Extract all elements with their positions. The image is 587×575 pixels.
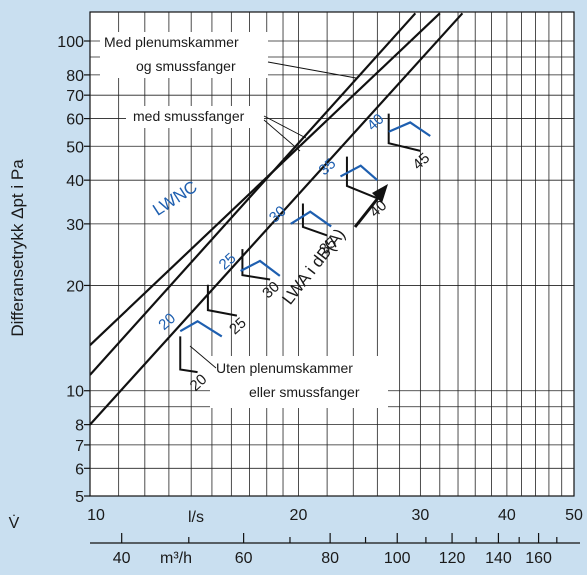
- x-tick-label: 30: [411, 507, 429, 524]
- y-tick-label: 100: [57, 34, 84, 51]
- y-tick-label: 40: [66, 173, 84, 190]
- y-tick-label: 20: [66, 278, 84, 295]
- leader-line: [263, 119, 301, 152]
- lwa-tick-mark: [241, 249, 271, 281]
- y-tick-label: 10: [66, 384, 84, 401]
- x-tick-label: 50: [565, 507, 583, 524]
- tick-layer: 5 6 7 8 10 20 30 40 50 60 70 80 100 10 20 30 40 50 40 60 80 1…: [57, 34, 583, 567]
- y-tick-label: 6: [75, 461, 84, 478]
- x2-tick-label: 160: [525, 550, 552, 567]
- y-axis-label: Differansetrykk Δpt i Pa: [8, 159, 27, 337]
- lwnc-tick-mark: [179, 319, 223, 338]
- label-plenum-line1: Med plenumskammer: [104, 34, 239, 50]
- lwnc-tick-mark: [339, 164, 379, 181]
- x2-tick-label: 100: [384, 550, 411, 567]
- series-line: [90, 12, 464, 426]
- x2-tick-label: 120: [439, 550, 466, 567]
- x-tick-label: 40: [498, 507, 516, 524]
- leader-line: [267, 61, 357, 79]
- lwa-tick-mark: [387, 113, 421, 152]
- x-tick-label: 20: [290, 507, 308, 524]
- y-tick-label: 8: [75, 418, 84, 435]
- lwa-arrow-shaft: [353, 192, 384, 228]
- lwnc-tick-mark: [240, 259, 281, 277]
- lwa-tick-mark: [301, 203, 328, 237]
- y-tick-label: 50: [66, 139, 84, 156]
- x2-tick-label: 80: [321, 550, 339, 567]
- lwa-tick-mark: [206, 284, 238, 317]
- series-line: [90, 12, 417, 376]
- lwnc-tick-mark: [388, 121, 431, 137]
- x-axis-label-secondary: m³/h: [160, 550, 192, 567]
- lwa-arrow-head: [372, 184, 388, 203]
- y-tick-label: 7: [75, 438, 84, 455]
- label-uten-line1: Uten plenumskammer: [216, 360, 353, 376]
- x-tick-label: 10: [87, 507, 105, 524]
- x-axis-symbol: V̇: [9, 514, 20, 532]
- x2-tick-label: 40: [113, 550, 131, 567]
- lwa-tick-mark: [345, 156, 378, 200]
- series-layer: [90, 12, 464, 426]
- label-box-plenum: [100, 32, 268, 78]
- grid-layer: [90, 12, 574, 496]
- label-uten-line2: eller smussfanger: [249, 384, 360, 400]
- y-tick-label: 80: [66, 68, 84, 85]
- x-axis-label-primary: l/s: [188, 509, 204, 526]
- y-tick-label: 5: [75, 489, 84, 506]
- y-tick-label: 60: [66, 112, 84, 129]
- plot-area: [89, 11, 575, 497]
- leader-line: [263, 115, 307, 139]
- x2-tick-label: 60: [235, 550, 253, 567]
- label-plenum-line2: og smussfanger: [136, 58, 236, 74]
- y-tick-label: 70: [66, 88, 84, 105]
- label-box-uten: [210, 356, 388, 408]
- label-box-smuss: [126, 106, 264, 128]
- leader-line: [189, 345, 217, 369]
- lwnc-tick-mark: [290, 210, 332, 228]
- x2-tick-label: 140: [485, 550, 512, 567]
- y-tick-label: 30: [66, 217, 84, 234]
- label-smuss: med smussfanger: [133, 108, 245, 124]
- lwa-tick-mark: [179, 336, 198, 374]
